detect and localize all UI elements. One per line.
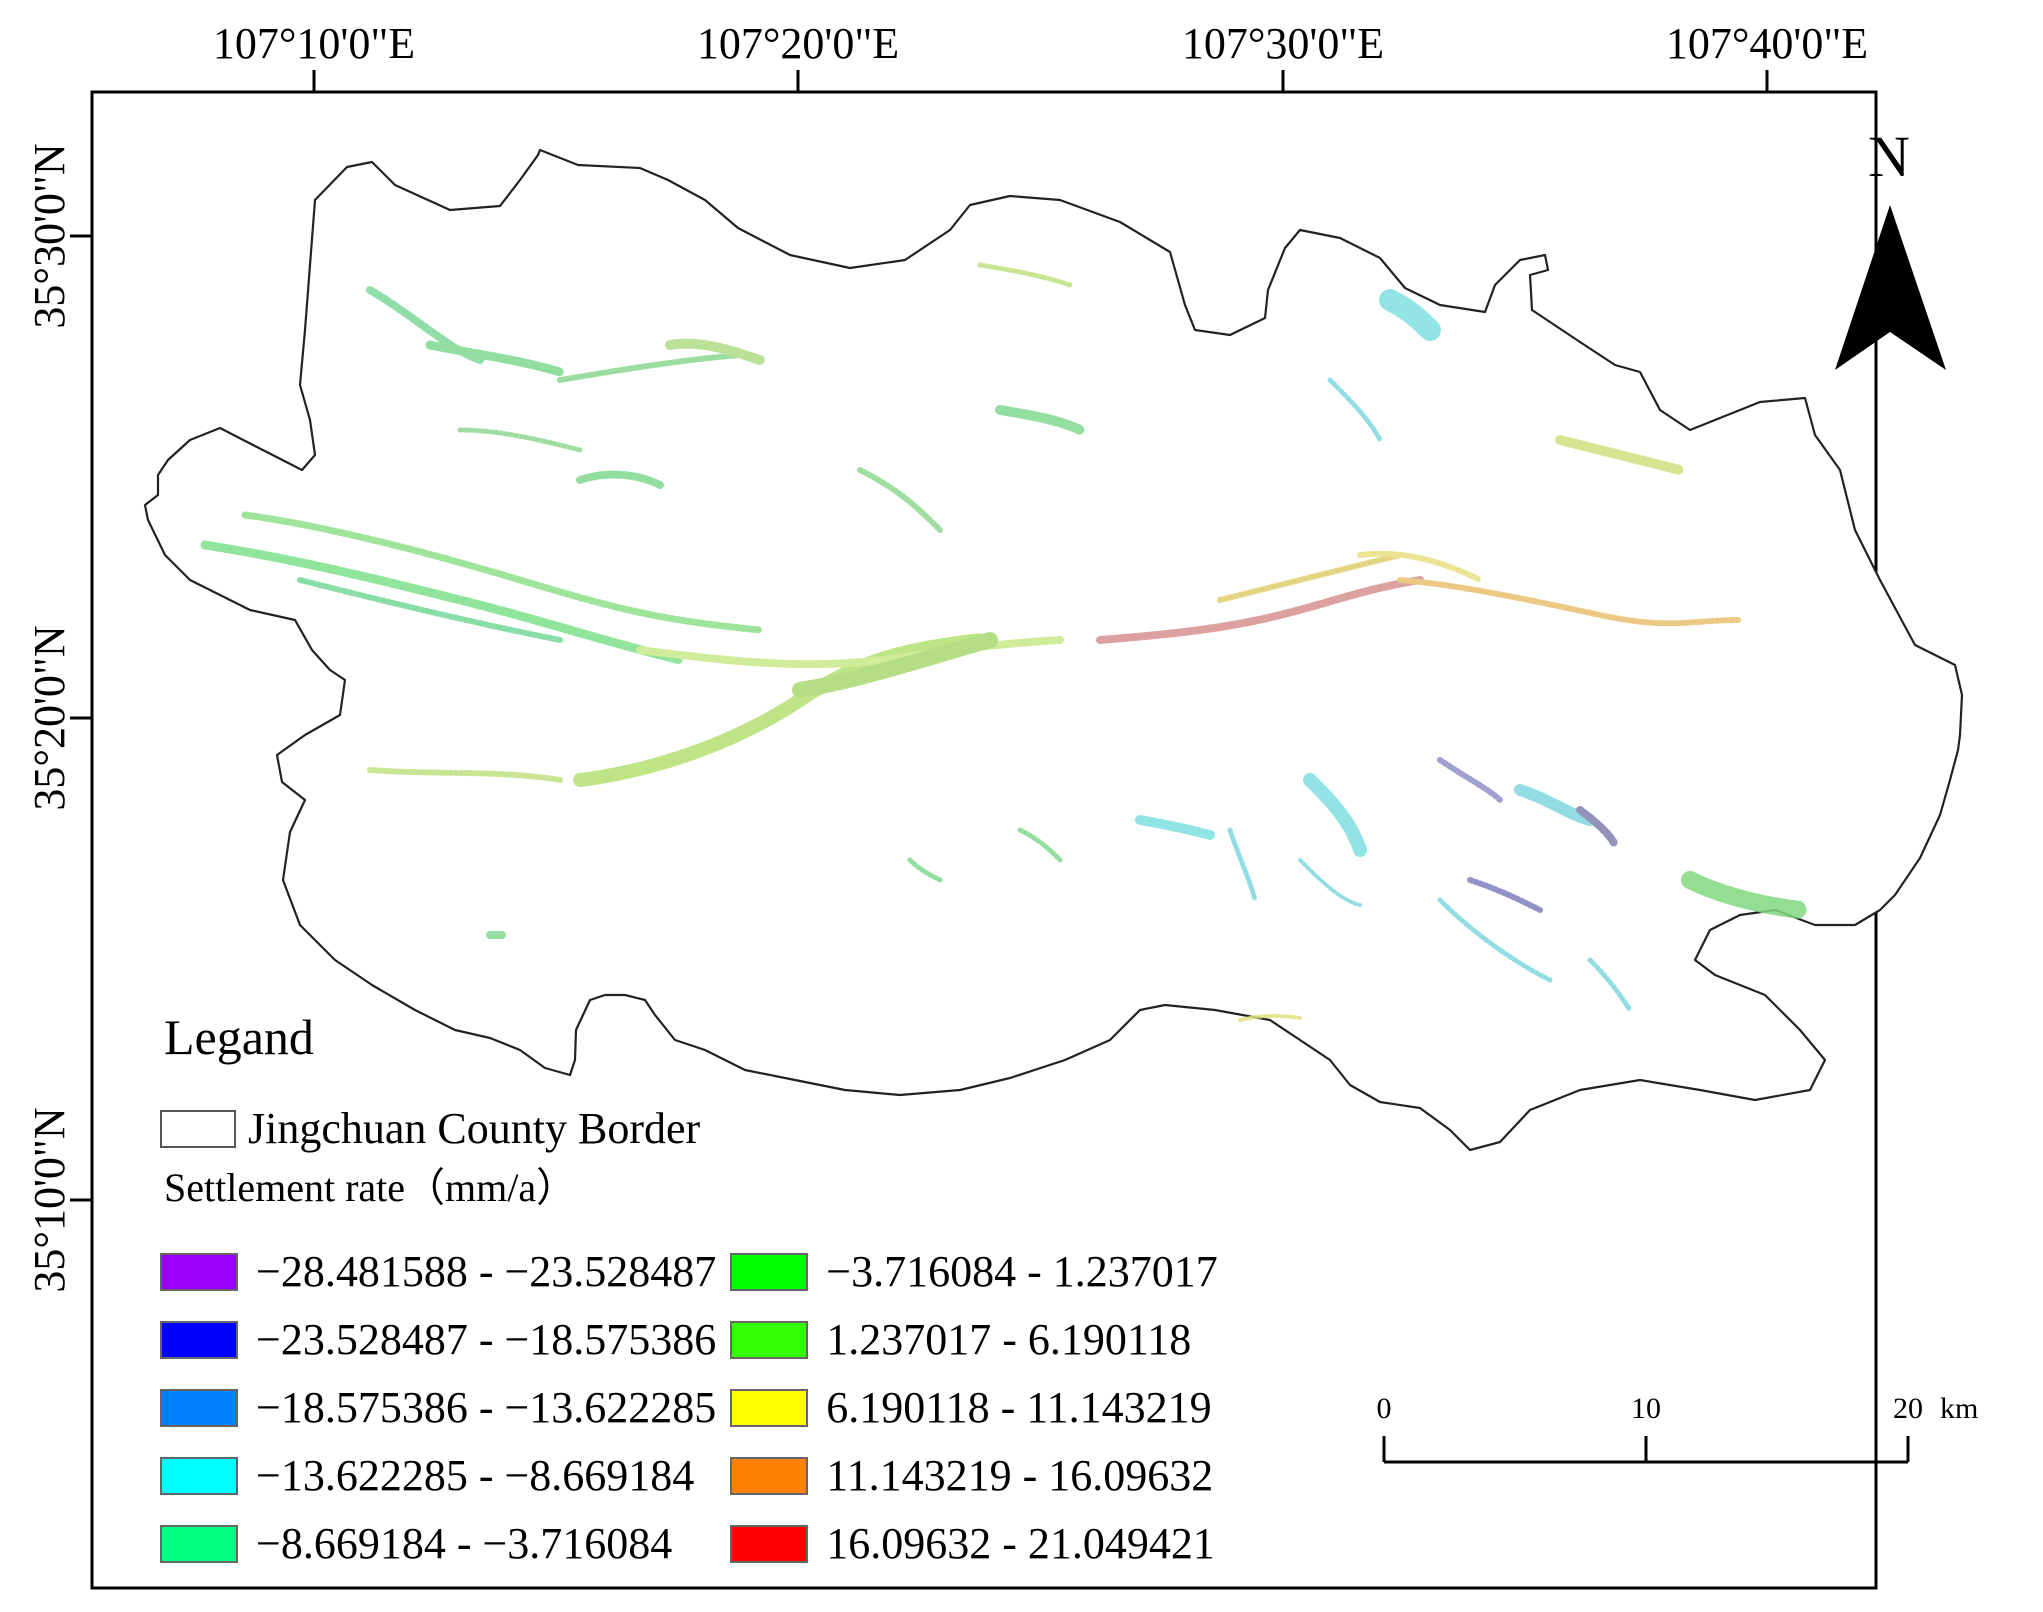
deformation-cluster — [297, 577, 563, 643]
legend-swatch — [160, 1253, 238, 1291]
legend-range-label: −23.528487 - −18.575386 — [256, 1315, 717, 1364]
deformation-cluster — [573, 633, 987, 787]
scale-tick-label: 0 — [1376, 1392, 1392, 1425]
legend-swatch — [160, 1525, 238, 1563]
deformation-cluster — [1437, 897, 1553, 983]
deformation-cluster — [425, 340, 565, 377]
deformation-cluster — [241, 511, 764, 634]
deformation-cluster — [1017, 827, 1063, 863]
legend-class-item: −8.669184 - −3.716084 — [160, 1510, 716, 1578]
deformation-cluster — [1576, 806, 1619, 849]
deformation-cluster — [1555, 435, 1685, 475]
legend-classes: −28.481588 - −23.528487 −23.528487 - −18… — [160, 1238, 1218, 1578]
deformation-cluster — [665, 338, 765, 365]
deformation-cluster — [857, 467, 943, 533]
latitude-label-1: 35°30'0"N — [25, 143, 74, 329]
latitude-label-2: 35°20'0"N — [25, 625, 74, 811]
deformation-cluster — [1135, 815, 1215, 840]
deformation-cluster — [977, 262, 1073, 288]
legend-range-label: 1.237017 - 6.190118 — [826, 1315, 1192, 1364]
north-arrow-icon — [1835, 205, 1946, 370]
deformation-cluster — [1587, 957, 1633, 1013]
legend-column-left: −28.481588 - −23.528487 −23.528487 - −18… — [160, 1238, 716, 1578]
legend-range-label: −13.622285 - −8.669184 — [256, 1451, 695, 1500]
legend-swatch — [730, 1321, 809, 1359]
deformation-cluster — [367, 767, 563, 783]
scale-tick-label: 20 — [1893, 1392, 1923, 1425]
legend-range-label: −28.481588 - −23.528487 — [256, 1247, 717, 1296]
legend-range-label: −18.575386 - −13.622285 — [256, 1383, 717, 1432]
legend-swatch — [160, 1457, 238, 1495]
deformation-cluster — [1096, 576, 1424, 644]
legend-swatch — [160, 1389, 238, 1427]
deformation-cluster — [1298, 858, 1362, 907]
legend-swatch — [730, 1525, 809, 1563]
legend-class-item: 11.143219 - 16.09632 — [730, 1442, 1217, 1510]
legend-swatch — [730, 1253, 809, 1291]
deformation-cluster — [1357, 550, 1483, 583]
deformation-cluster — [576, 470, 664, 489]
legend-class-item: 1.237017 - 6.190118 — [730, 1306, 1217, 1374]
settlement-rate-title: Settlement rate（mm/a） — [164, 1165, 577, 1210]
legend-title: Legand — [164, 1009, 314, 1065]
legend-swatch — [730, 1457, 809, 1495]
deformation-cluster — [1514, 784, 1596, 826]
border-label: Jingchuan County Border — [248, 1104, 701, 1153]
deformation-cluster — [1681, 871, 1809, 919]
legend-class-item: 16.09632 - 21.049421 — [730, 1510, 1217, 1578]
deformation-cluster — [557, 352, 743, 383]
legend-class-item: −23.528487 - −18.575386 — [160, 1306, 716, 1374]
legend-class-item: −28.481588 - −23.528487 — [160, 1238, 716, 1306]
deformation-cluster — [1379, 289, 1441, 341]
legend-range-label: −8.669184 - −3.716084 — [256, 1519, 673, 1568]
deformation-cluster — [1227, 827, 1258, 903]
longitude-label-1: 107°10'0"E — [212, 19, 416, 68]
legend-border-item: Jingchuan County Border — [160, 1104, 701, 1153]
deformation-cluster — [1467, 877, 1543, 913]
legend-range-label: −3.716084 - 1.237017 — [826, 1247, 1218, 1296]
deformation-cluster — [457, 427, 583, 453]
county-border — [143, 148, 1964, 1152]
longitude-label-3: 107°30'0"E — [1181, 19, 1385, 68]
legend-range-label: 6.190118 - 11.143219 — [826, 1383, 1212, 1432]
legend-column-right: −3.716084 - 1.237017 1.237017 - 6.190118… — [730, 1238, 1218, 1578]
deformation-cluster — [1397, 577, 1743, 627]
settlement-points — [200, 262, 1809, 1022]
legend-class-item: 6.190118 - 11.143219 — [730, 1374, 1217, 1442]
legend-range-label: 16.09632 - 21.049421 — [826, 1519, 1215, 1568]
legend-class-item: −18.575386 - −13.622285 — [160, 1374, 716, 1442]
longitude-label-4: 107°40'0"E — [1665, 19, 1869, 68]
legend-class-item: −13.622285 - −8.669184 — [160, 1442, 716, 1510]
legend-swatch — [730, 1389, 809, 1427]
border-swatch — [160, 1110, 236, 1148]
deformation-cluster — [200, 540, 685, 665]
deformation-cluster — [1238, 1013, 1302, 1022]
scale-tick-label: 10 — [1631, 1392, 1661, 1425]
deformation-cluster — [1217, 552, 1403, 603]
deformation-cluster — [792, 632, 998, 698]
longitude-label-2: 107°20'0"E — [696, 19, 900, 68]
latitude-ticks — [70, 234, 92, 1202]
scale-bar — [1382, 1436, 1910, 1464]
deformation-cluster — [1327, 377, 1383, 443]
latitude-label-3: 35°10'0"N — [25, 1107, 74, 1293]
legend-class-item: −3.716084 - 1.237017 — [730, 1238, 1218, 1306]
legend-range-label: 11.143219 - 16.09632 — [826, 1451, 1214, 1500]
legend-swatch — [160, 1321, 238, 1359]
scale-unit-label: km — [1940, 1392, 1979, 1425]
north-arrow-label: N — [1868, 124, 1910, 189]
deformation-cluster — [1303, 773, 1367, 857]
deformation-cluster — [1437, 757, 1503, 803]
deformation-cluster — [995, 405, 1085, 435]
deformation-cluster — [907, 857, 943, 883]
longitude-ticks — [312, 70, 1769, 92]
